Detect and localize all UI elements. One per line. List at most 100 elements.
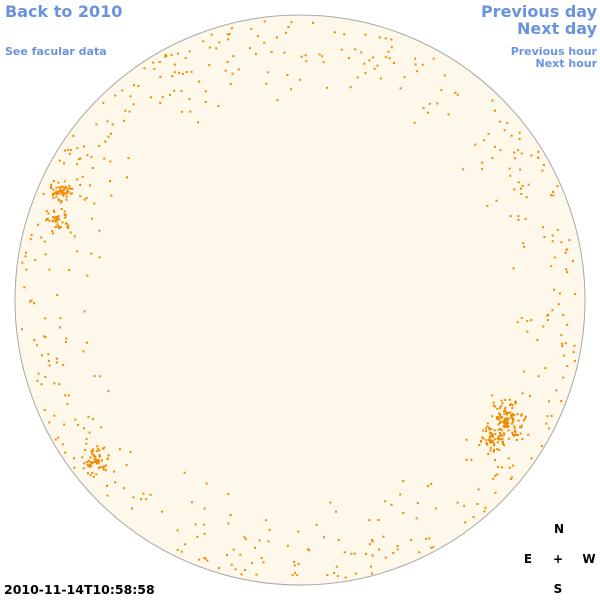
facular-point	[499, 120, 502, 123]
facular-point	[42, 193, 45, 196]
facular-point	[484, 506, 487, 509]
facular-point	[494, 459, 496, 462]
facular-point	[489, 440, 492, 443]
facular-point	[544, 367, 547, 370]
facular-point	[537, 156, 540, 159]
facular-point	[491, 435, 494, 438]
facular-point	[44, 317, 47, 320]
facular-point	[250, 562, 253, 565]
previous-day-link[interactable]: Previous day	[480, 2, 597, 21]
facular-point	[142, 492, 145, 495]
facular-point	[25, 251, 27, 254]
facular-point	[255, 53, 257, 56]
facular-point	[501, 434, 504, 437]
facular-point	[129, 95, 132, 98]
facular-point	[504, 399, 507, 401]
compass-south: S	[553, 582, 563, 596]
facular-point	[321, 55, 323, 58]
facular-point	[388, 57, 391, 60]
facular-point	[508, 466, 511, 469]
facular-point	[57, 181, 60, 184]
facular-point	[102, 468, 105, 471]
facular-point	[85, 341, 88, 344]
facular-point	[126, 176, 128, 179]
facular-point	[537, 375, 540, 378]
facular-point	[59, 226, 62, 229]
facular-point	[487, 132, 490, 135]
facular-point	[530, 154, 533, 157]
facular-point	[177, 52, 179, 55]
facular-point	[432, 546, 435, 549]
facular-point	[109, 160, 112, 163]
facular-point	[89, 465, 92, 468]
facular-point	[493, 442, 496, 445]
facular-point	[226, 33, 229, 36]
facular-point	[224, 69, 227, 72]
facular-point	[393, 62, 395, 64]
facular-point	[312, 21, 314, 24]
facular-point	[498, 438, 501, 441]
facular-point	[486, 443, 489, 446]
facular-point	[82, 427, 85, 430]
facular-point	[33, 302, 35, 305]
next-day-link[interactable]: Next day	[517, 19, 597, 38]
facular-point	[363, 62, 366, 65]
facular-point	[61, 186, 64, 189]
facular-point	[98, 454, 101, 457]
facular-point	[125, 464, 128, 466]
facular-point	[249, 47, 251, 50]
facular-point	[87, 415, 90, 418]
facular-point	[54, 438, 57, 441]
facular-point	[180, 550, 183, 553]
facular-point	[551, 234, 554, 237]
facular-point	[545, 422, 548, 425]
facular-point	[418, 551, 421, 554]
facular-point	[499, 413, 502, 416]
facular-point	[96, 462, 98, 465]
facular-point	[503, 418, 506, 420]
facular-point	[83, 462, 86, 465]
facular-point	[63, 210, 66, 213]
facular-point	[64, 451, 67, 454]
facular-point	[95, 450, 98, 453]
facular-point	[164, 53, 167, 56]
facular-point	[180, 89, 183, 92]
facular-point	[472, 516, 475, 518]
facular-point	[68, 152, 71, 155]
facular-point	[86, 463, 89, 466]
facular-point	[78, 158, 81, 161]
facular-point	[505, 412, 508, 415]
facular-point	[509, 174, 512, 177]
facular-point	[520, 187, 522, 190]
facular-point	[55, 186, 58, 189]
facular-point	[514, 431, 517, 434]
facular-point	[507, 412, 510, 414]
facular-point	[230, 27, 233, 30]
facular-point	[101, 447, 104, 450]
facular-point	[360, 51, 363, 54]
facular-point	[343, 33, 346, 36]
facular-point	[91, 449, 94, 452]
facular-point	[36, 379, 39, 382]
facular-point	[227, 38, 230, 41]
next-hour-link[interactable]: Next hour	[535, 57, 598, 70]
facular-point	[52, 209, 55, 212]
facular-point	[66, 188, 69, 191]
facular-point	[493, 438, 496, 441]
facular-point	[92, 475, 95, 478]
facular-point	[37, 372, 40, 375]
facular-point	[61, 221, 64, 224]
facular-point	[403, 76, 406, 79]
facular-point	[184, 57, 187, 60]
previous-hour-link[interactable]: Previous hour	[510, 45, 597, 58]
facular-point	[176, 549, 179, 551]
facular-point	[521, 437, 524, 440]
facular-point	[287, 26, 290, 28]
facular-point	[501, 442, 504, 445]
facular-link[interactable]: See facular data	[5, 45, 107, 58]
back-link[interactable]: Back to 2010	[5, 2, 123, 21]
facular-point	[51, 230, 54, 233]
facular-point	[519, 168, 522, 171]
facular-point	[486, 422, 489, 425]
facular-point	[91, 167, 94, 169]
